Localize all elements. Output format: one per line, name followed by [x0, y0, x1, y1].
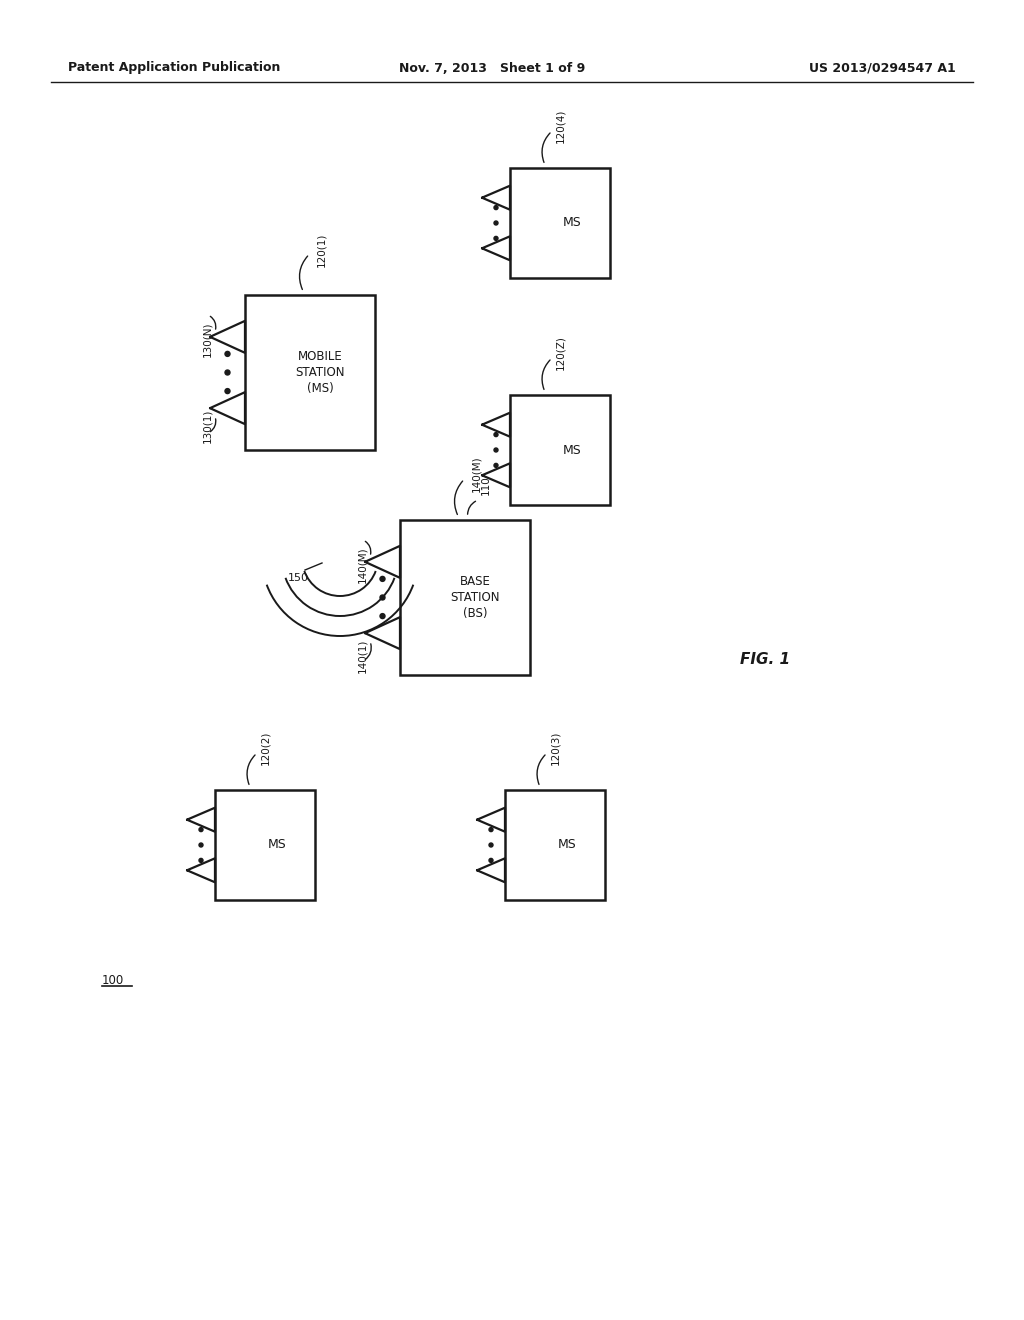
Circle shape	[489, 828, 493, 832]
Circle shape	[199, 843, 203, 847]
Circle shape	[225, 370, 230, 375]
Circle shape	[199, 828, 203, 832]
Circle shape	[225, 351, 230, 356]
Text: MS: MS	[562, 216, 582, 230]
Bar	[505, 789, 605, 900]
Circle shape	[494, 220, 498, 224]
Text: MS: MS	[562, 444, 582, 457]
Circle shape	[380, 614, 385, 619]
Text: 120(2): 120(2)	[260, 731, 270, 766]
Text: 120(3): 120(3)	[550, 731, 560, 766]
Text: Patent Application Publication: Patent Application Publication	[68, 62, 281, 74]
Circle shape	[489, 858, 493, 862]
Bar	[400, 520, 530, 675]
Text: MOBILE
STATION
(MS): MOBILE STATION (MS)	[296, 350, 345, 395]
Bar	[510, 168, 610, 279]
Circle shape	[380, 577, 385, 581]
Text: US 2013/0294547 A1: US 2013/0294547 A1	[809, 62, 956, 74]
Text: MS: MS	[267, 838, 287, 851]
Text: 130(1): 130(1)	[202, 409, 212, 444]
Text: 140(M): 140(M)	[471, 455, 481, 492]
Text: 110: 110	[480, 475, 490, 495]
Bar	[215, 789, 315, 900]
Circle shape	[380, 595, 385, 601]
Bar	[510, 395, 610, 506]
Circle shape	[489, 843, 493, 847]
Circle shape	[494, 463, 498, 467]
Circle shape	[225, 388, 230, 393]
Circle shape	[494, 447, 498, 451]
Text: 150: 150	[288, 573, 309, 583]
Circle shape	[494, 236, 498, 240]
Text: 130(N): 130(N)	[202, 322, 212, 358]
Text: MS: MS	[558, 838, 577, 851]
Text: Nov. 7, 2013   Sheet 1 of 9: Nov. 7, 2013 Sheet 1 of 9	[399, 62, 585, 74]
Circle shape	[494, 433, 498, 437]
Circle shape	[494, 206, 498, 210]
Text: 120(Z): 120(Z)	[555, 335, 565, 370]
Text: 120(1): 120(1)	[316, 232, 327, 267]
Text: 140(M): 140(M)	[357, 546, 367, 583]
Text: BASE
STATION
(BS): BASE STATION (BS)	[451, 576, 500, 620]
Text: 140(1): 140(1)	[357, 639, 367, 673]
Text: 100: 100	[102, 974, 124, 986]
Bar	[245, 294, 375, 450]
Text: 120(4): 120(4)	[555, 108, 565, 143]
Circle shape	[199, 858, 203, 862]
Text: FIG. 1: FIG. 1	[740, 652, 791, 668]
